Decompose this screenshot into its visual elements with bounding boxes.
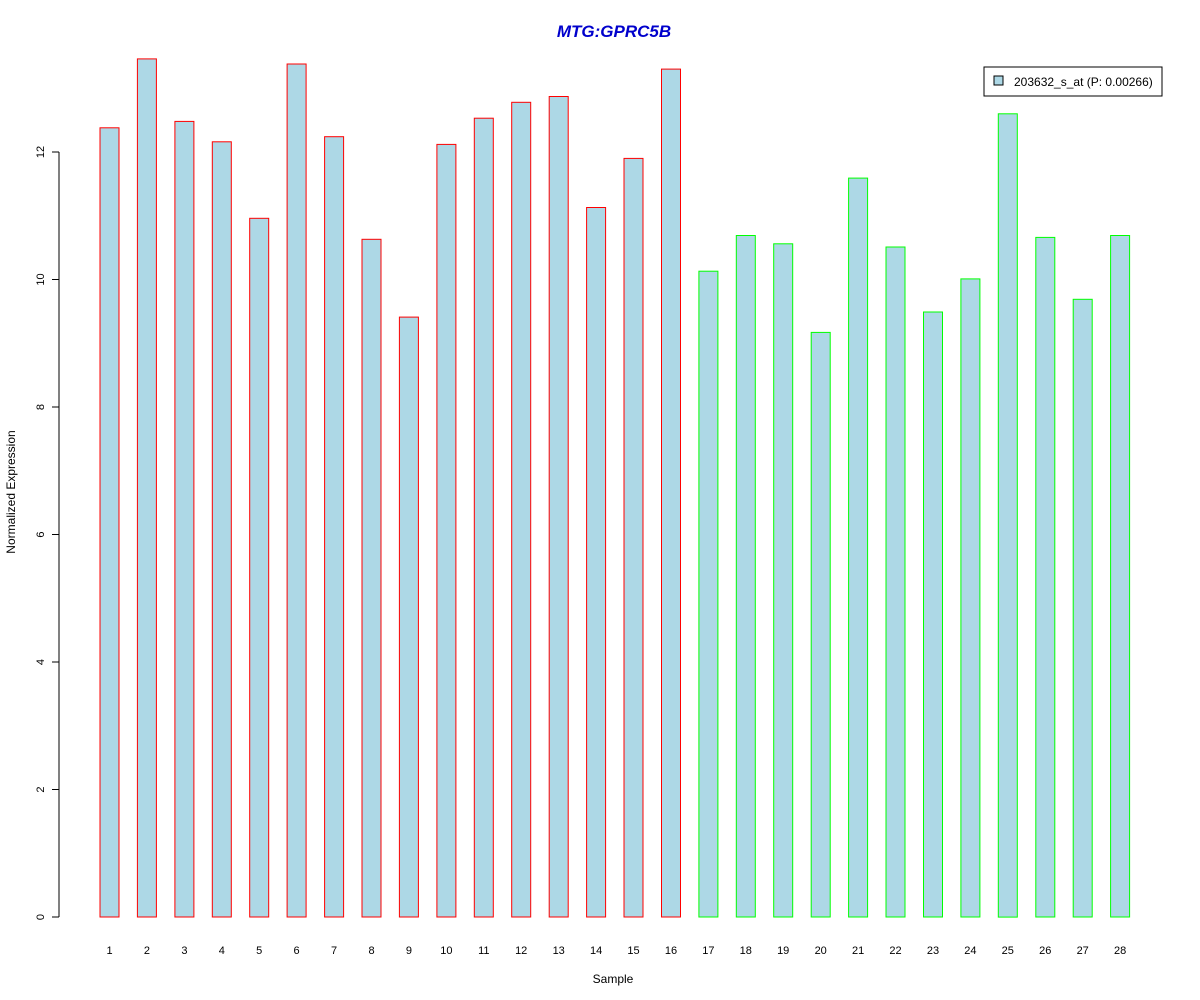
x-tick-label: 4 [219,945,225,957]
bar-sample-2 [136,58,157,918]
chart-title: MTG:GPRC5B [557,22,671,41]
y-tick-label: 4 [35,659,47,665]
x-tick-label: 15 [627,945,639,957]
bar-sample-22 [885,246,906,918]
bar-sample-13 [548,96,569,918]
bar-sample-17 [698,270,719,918]
x-tick-label: 28 [1114,945,1126,957]
bar-sample-23 [923,311,943,918]
x-tick-label: 19 [777,945,789,957]
legend-label: 203632_s_at (P: 0.00266) [1014,75,1153,89]
bar-sample-20 [810,331,831,918]
x-axis-label: Sample [593,972,634,986]
x-tick-label: 23 [927,945,939,957]
bar-sample-10 [436,143,457,918]
x-tick-label: 27 [1077,945,1089,957]
x-tick-label: 25 [1002,945,1014,957]
x-tick-label: 20 [815,945,827,957]
legend-box [983,66,1163,97]
x-tick-label: 11 [478,945,489,957]
bar-sample-21 [848,177,869,918]
y-axis: 0 2 4 6 8 10 12 [35,146,60,920]
bar-sample-28 [1110,235,1131,918]
bar-sample-12 [511,101,532,918]
x-tick-label: 7 [331,945,337,957]
bar-sample-4 [211,141,232,918]
x-tick-label: 12 [515,945,527,957]
x-tick-label: 13 [553,945,565,957]
x-tick-label: 10 [440,945,452,957]
bar-sample-27 [1072,298,1093,918]
bar-sample-5 [249,217,270,918]
bar-sample-3 [174,120,195,918]
y-tick-label: 0 [35,914,47,920]
x-tick-label: 21 [852,945,864,957]
x-tick-label: 3 [181,945,187,957]
bar-sample-1 [99,127,120,918]
x-tick-label: 6 [294,945,300,957]
bars-group [99,58,1131,918]
x-tick-label: 5 [256,945,262,957]
x-tick-label: 2 [144,945,150,957]
y-tick-label: 10 [35,273,47,285]
x-tick-label: 18 [740,945,752,957]
x-tick-label: 8 [368,945,374,957]
bar-sample-26 [1035,236,1056,918]
bar-sample-7 [324,136,345,918]
x-tick-label: 16 [665,945,677,957]
bar-sample-9 [398,316,419,918]
x-tick-label: 17 [702,945,714,957]
x-tick-label: 1 [106,945,112,957]
y-tick-label: 6 [35,531,47,537]
y-tick-label: 12 [35,146,47,158]
bar-sample-16 [661,68,681,918]
bar-sample-19 [773,243,794,918]
x-tick-label: 22 [889,945,901,957]
bar-sample-24 [960,278,981,918]
bar-sample-11 [473,117,494,918]
y-axis-label: Normalized Expression [4,430,18,553]
bar-sample-14 [586,207,607,918]
bar-sample-18 [735,235,756,918]
bar-sample-15 [623,157,644,918]
x-tick-label: 14 [590,945,602,957]
bar-sample-25 [997,113,1018,918]
x-tick-label: 26 [1039,945,1051,957]
bar-sample-6 [286,63,307,918]
x-tick-label: 9 [406,945,412,957]
legend-swatch [993,75,1004,86]
legend: 203632_s_at (P: 0.00266) [983,66,1163,97]
x-tick-label: 24 [964,945,976,957]
x-tick-labels: 1 2 3 4 5 6 7 8 9 10 11 12 13 14 15 16 17 18 19 20 21 22 23 24 2… [106,945,1126,957]
y-tick-label: 2 [35,786,47,792]
y-tick-label: 8 [35,404,47,410]
bar-sample-8 [361,238,382,918]
